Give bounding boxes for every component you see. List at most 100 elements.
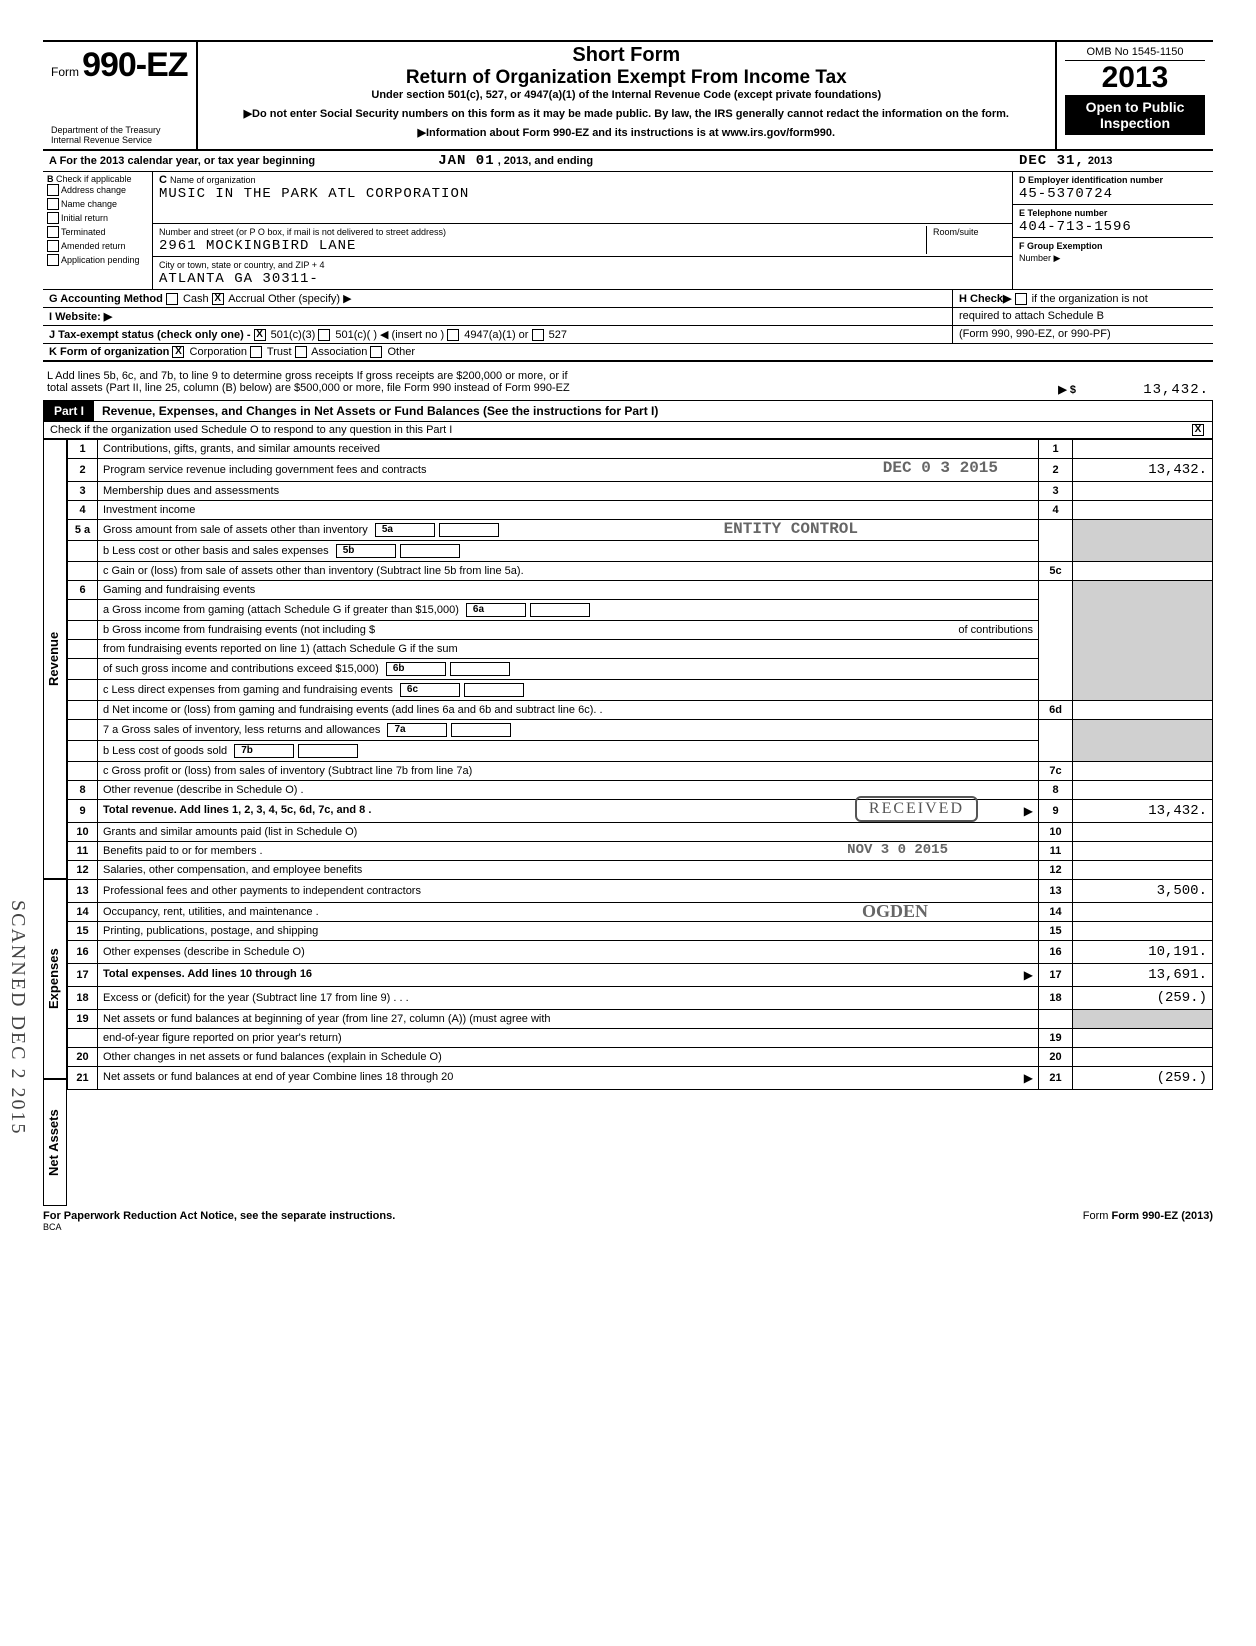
opt-terminated: Terminated [61, 227, 106, 237]
line-19a: 19Net assets or fund balances at beginni… [68, 1010, 1213, 1029]
section-b-checkboxes: B Check if applicable Address change Nam… [43, 172, 153, 289]
section-b-through-f: B Check if applicable Address change Nam… [43, 172, 1213, 290]
h-cont-cell: required to attach Schedule B [953, 308, 1213, 325]
stamp-nov30: NOV 3 0 2015 [847, 842, 948, 858]
line-14: 14Occupancy, rent, utilities, and mainte… [68, 903, 1213, 922]
paperwork-notice: For Paperwork Reduction Act Notice, see … [43, 1210, 395, 1222]
box-6c-val [464, 683, 524, 697]
cb-527[interactable] [532, 329, 544, 341]
line-17: 17Total expenses. Add lines 10 through 1… [68, 964, 1213, 987]
h-cell: H Check▶ if the organization is not [953, 290, 1213, 307]
line-l: L Add lines 5b, 6c, and 7b, to line 9 to… [43, 362, 1213, 400]
line-20: 20Other changes in net assets or fund ba… [68, 1048, 1213, 1067]
lines-content: 1Contributions, gifts, grants, and simil… [67, 439, 1213, 1206]
h-cont: required to attach Schedule B [959, 310, 1104, 322]
cb-trust[interactable] [250, 346, 262, 358]
cb-h[interactable] [1015, 293, 1027, 305]
h-text: if the organization is not [1032, 293, 1148, 305]
org-name-row: C Name of organization MUSIC IN THE PARK… [153, 172, 1012, 224]
cb-pending[interactable] [47, 254, 59, 266]
i-cell: I Website: ▶ [43, 308, 953, 325]
org-name: MUSIC IN THE PARK ATL CORPORATION [159, 186, 469, 202]
h-label: H Check▶ [959, 293, 1011, 305]
line-3: 3Membership dues and assessments3 [68, 482, 1213, 501]
opt-initial: Initial return [61, 213, 108, 223]
box-7b-val [298, 744, 358, 758]
line-a-mid: , 2013, and ending [498, 155, 593, 167]
title-box: Short Form Return of Organization Exempt… [198, 42, 1057, 149]
box-6a-val [530, 603, 590, 617]
phone: 404-713-1596 [1019, 219, 1132, 235]
cb-terminated[interactable] [47, 226, 59, 238]
form-number: 990-EZ [82, 46, 188, 84]
opt-name: Name change [61, 199, 117, 209]
cb-address-change[interactable] [47, 184, 59, 196]
g-label: G Accounting Method [49, 293, 163, 305]
line-21: 21Net assets or fund balances at end of … [68, 1067, 1213, 1090]
line-8: 8Other revenue (describe in Schedule O) … [68, 781, 1213, 800]
cb-amended[interactable] [47, 240, 59, 252]
line-a-end: DEC 31, [1019, 153, 1085, 169]
j-cell: J Tax-exempt status (check only one) - X… [43, 326, 953, 343]
cash-label: Cash [183, 293, 209, 305]
line-5a: 5 aGross amount from sale of assets othe… [68, 520, 1213, 541]
j-501c: 501(c)( [335, 329, 370, 341]
line-7a: 7 a Gross sales of inventory, less retur… [68, 720, 1213, 741]
line-16: 16Other expenses (describe in Schedule O… [68, 941, 1213, 964]
line-11: 11Benefits paid to or for members .NOV 3… [68, 842, 1213, 861]
lines-wrapper: Revenue Expenses Net Assets 1Contributio… [43, 439, 1213, 1206]
g-cell: G Accounting Method Cash X Accrual Other… [43, 290, 953, 307]
cb-assoc[interactable] [295, 346, 307, 358]
line-6: 6Gaming and fundraising events [68, 581, 1213, 600]
section-b-label: B [47, 174, 54, 184]
box-5b-val [400, 544, 460, 558]
f-sub: Number ▶ [1019, 253, 1060, 263]
cb-name-change[interactable] [47, 198, 59, 210]
stamp-entity: ENTITY CONTROL [724, 520, 858, 538]
line-5c: c Gain or (loss) from sale of assets oth… [68, 562, 1213, 581]
e-label: E Telephone number [1019, 208, 1107, 218]
other-label: Other (specify) ▶ [268, 293, 352, 305]
group-exempt-row: F Group Exemption Number ▶ [1013, 238, 1213, 266]
d-label: D Employer identification number [1019, 175, 1163, 185]
stamp-ogden: OGDEN [862, 901, 928, 922]
city-label: City or town, state or country, and ZIP … [159, 260, 325, 270]
form-prefix: Form [51, 65, 79, 79]
row-g-h: G Accounting Method Cash X Accrual Other… [43, 290, 1213, 308]
cb-501c[interactable] [318, 329, 330, 341]
cb-501c3[interactable]: X [254, 329, 266, 341]
j-label: J Tax-exempt status (check only one) - [49, 329, 251, 341]
cb-corp[interactable]: X [172, 346, 184, 358]
opt-pending: Application pending [61, 255, 140, 265]
line-18: 18Excess or (deficit) for the year (Subt… [68, 987, 1213, 1010]
bca: BCA [43, 1222, 1213, 1232]
line-l-arrow: ▶ $ [1058, 384, 1076, 396]
line-l-text1: L Add lines 5b, 6c, and 7b, to line 9 to… [47, 370, 1209, 382]
line-l-text2: total assets (Part II, line 25, column (… [47, 382, 570, 398]
cb-other-org[interactable] [370, 346, 382, 358]
title-warning: ▶Do not enter Social Security numbers on… [206, 107, 1047, 120]
city-row: City or town, state or country, and ZIP … [153, 257, 1012, 289]
stamp-scanned-side: SCANNED DEC 2 2015 [6, 900, 29, 1135]
cb-schedule-o[interactable]: X [1192, 424, 1204, 436]
cb-cash[interactable] [166, 293, 178, 305]
form-990ez: Form 990-EZ Department of the Treasury I… [43, 40, 1213, 1232]
vertical-labels: Revenue Expenses Net Assets [43, 439, 67, 1206]
line-a-begin: JAN 01 [438, 153, 494, 169]
title-subtitle: Under section 501(c), 527, or 4947(a)(1)… [206, 89, 1047, 101]
info-line: ▶Information about Form 990-EZ and its i… [206, 126, 1047, 139]
open-public-1: Open to Public [1073, 99, 1197, 115]
line-a-end-year: 2013 [1088, 155, 1112, 167]
line-1: 1Contributions, gifts, grants, and simil… [68, 440, 1213, 459]
line-a: A For the 2013 calendar year, or tax yea… [43, 151, 1213, 172]
cb-accrual[interactable]: X [212, 293, 224, 305]
line-l-amount: 13,432. [1079, 382, 1209, 398]
part1-header: Part I Revenue, Expenses, and Changes in… [43, 400, 1213, 422]
schedule-o-row: Check if the organization used Schedule … [43, 422, 1213, 439]
header-row: Form 990-EZ Department of the Treasury I… [43, 40, 1213, 151]
line-12: 12Salaries, other compensation, and empl… [68, 861, 1213, 880]
cb-4947[interactable] [447, 329, 459, 341]
cb-initial[interactable] [47, 212, 59, 224]
line-4: 4Investment income4 [68, 501, 1213, 520]
k-assoc: Association [311, 346, 367, 358]
